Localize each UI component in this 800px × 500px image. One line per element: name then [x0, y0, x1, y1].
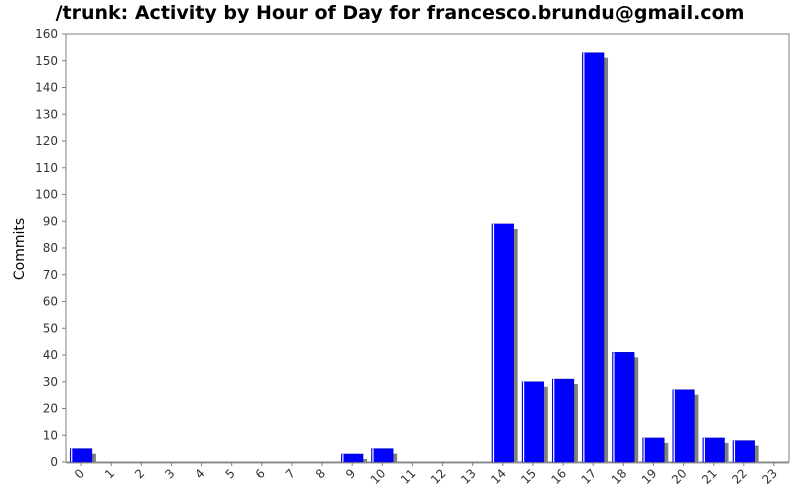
bar: [582, 52, 605, 463]
y-axis-label: Commits: [12, 218, 28, 280]
x-tick-label: 10: [368, 466, 389, 487]
x-tick-label: 22: [729, 466, 750, 487]
x-tick-label: 20: [669, 466, 690, 487]
y-tick-label: 110: [35, 161, 58, 175]
y-axis: 0 10 20 30 40 50 60 70 80 90 100 110 120 130 140 150 160: [35, 27, 790, 469]
y-tick-label: 120: [35, 134, 58, 148]
y-tick-label: 140: [35, 81, 58, 95]
x-tick-label: 13: [458, 466, 479, 487]
x-tick-label: 11: [398, 466, 419, 487]
bars: [69, 52, 759, 463]
y-tick-label: 80: [43, 241, 58, 255]
chart-title: /trunk: Activity by Hour of Day for fran…: [55, 2, 745, 24]
bar: [551, 378, 575, 463]
x-tick-label: 17: [579, 466, 600, 487]
y-tick-label: 0: [50, 455, 58, 469]
x-axis: 0 1 2 3 4 5 6 7 8 9 10 11 12 13 14 15 16 17 18 19 20 21 22 23: [72, 462, 780, 487]
y-tick-label: 40: [43, 348, 58, 362]
y-tick-label: 100: [35, 188, 58, 202]
x-tick-label: 12: [428, 466, 449, 487]
x-tick-label: 0: [72, 466, 87, 481]
y-tick-label: 30: [43, 375, 58, 389]
bar: [612, 352, 635, 463]
x-tick-label: 16: [548, 466, 569, 487]
bar: [702, 437, 725, 463]
x-tick-label: 23: [759, 466, 780, 487]
y-tick-label: 90: [43, 214, 58, 228]
x-tick-label: 5: [223, 466, 238, 481]
bar: [371, 448, 394, 463]
x-tick-label: 2: [132, 466, 147, 481]
y-tick-label: 70: [43, 268, 58, 282]
y-tick-label: 60: [43, 295, 58, 309]
x-tick-label: 3: [162, 466, 177, 481]
bar: [69, 448, 93, 463]
x-tick-label: 7: [283, 466, 298, 481]
y-tick-label: 10: [43, 428, 58, 442]
bar: [732, 440, 755, 463]
y-tick-label: 150: [35, 54, 58, 68]
bar: [341, 453, 364, 463]
x-tick-label: 8: [313, 466, 328, 481]
x-tick-label: 6: [253, 466, 268, 481]
x-tick-label: 9: [343, 466, 358, 481]
y-tick-label: 20: [43, 402, 58, 416]
x-tick-label: 21: [699, 466, 720, 487]
y-tick-label: 50: [43, 321, 58, 335]
x-tick-label: 18: [609, 466, 630, 487]
bar: [642, 437, 665, 463]
x-tick-label: 19: [639, 466, 660, 487]
bar: [491, 223, 514, 463]
bar: [672, 389, 695, 463]
x-tick-label: 1: [102, 466, 117, 481]
x-tick-label: 14: [488, 466, 509, 487]
y-tick-label: 130: [35, 107, 58, 121]
x-tick-label: 4: [192, 466, 207, 481]
y-tick-label: 160: [35, 27, 58, 41]
x-tick-label: 15: [518, 466, 539, 487]
bar: [521, 381, 545, 463]
